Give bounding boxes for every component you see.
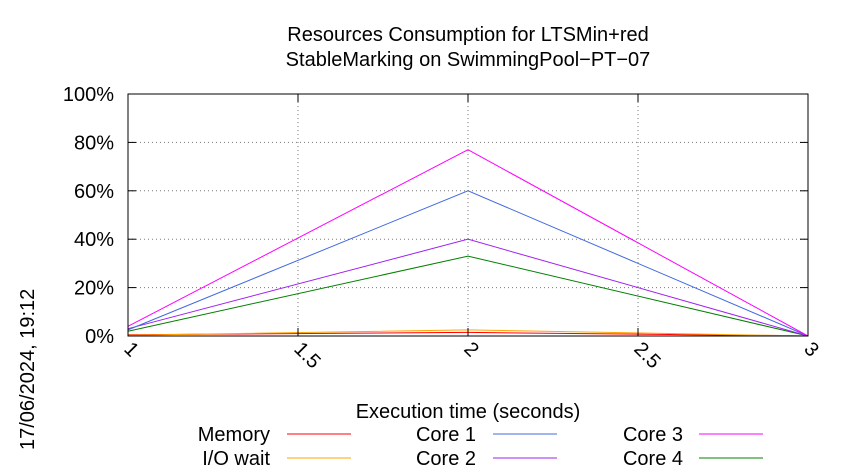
series-line-core-2 — [127, 238, 809, 337]
x-tick-label: 1 — [119, 338, 142, 361]
x-tick-label: 2.5 — [629, 338, 664, 373]
x-tick-label: 3 — [799, 338, 822, 361]
timestamp-label: 17/06/2024, 19:12 — [17, 289, 39, 450]
x-axis-ticks: 1 1.5 2 2.5 3 — [119, 94, 823, 373]
y-axis-ticks: 0% 20% 40% 60% 80% 100% — [63, 84, 808, 348]
series-line-core-3 — [127, 149, 809, 337]
legend-label-core-4: Core 4 — [623, 448, 683, 470]
legend-label-core-3: Core 3 — [623, 424, 683, 446]
legend-label-memory: Memory — [198, 424, 270, 446]
y-tick-label: 60% — [74, 181, 114, 203]
series-line-core-1 — [127, 190, 809, 337]
y-tick-label: 80% — [74, 132, 114, 154]
legend-label-i-o-wait: I/O wait — [202, 448, 270, 470]
legend-label-core-2: Core 2 — [416, 448, 476, 470]
x-axis-label: Execution time (seconds) — [356, 401, 581, 423]
x-tick-label: 1.5 — [289, 338, 324, 373]
chart-title-line-1: Resources Consumption for LTSMin+red — [287, 24, 648, 46]
series-line-core-4 — [127, 255, 809, 337]
y-tick-label: 100% — [63, 84, 114, 106]
chart-title-line-2: StableMarking on SwimmingPool−PT−07 — [286, 49, 651, 71]
grid-lines — [128, 94, 808, 336]
y-tick-label: 20% — [74, 278, 114, 300]
x-tick-label: 2 — [459, 338, 482, 361]
y-tick-label: 40% — [74, 229, 114, 251]
legend-label-core-1: Core 1 — [416, 424, 476, 446]
y-tick-label: 0% — [85, 326, 114, 348]
